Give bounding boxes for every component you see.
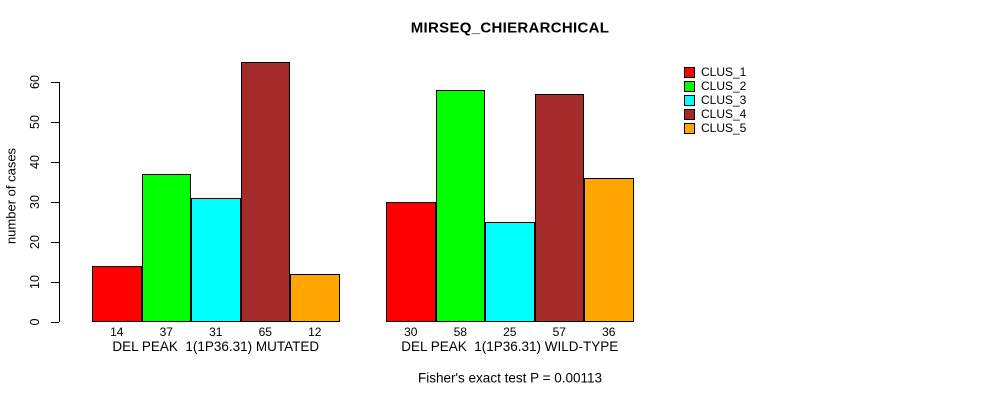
bar-clus_2: [141, 174, 191, 322]
y-axis-tick: [51, 201, 59, 203]
y-axis-tick: [51, 81, 59, 83]
y-tick-label: 0: [28, 318, 42, 326]
bar-value-label: 25: [503, 325, 517, 339]
bar-value-label: 14: [110, 325, 124, 339]
y-axis-tick: [51, 121, 59, 123]
y-axis-tick: [51, 161, 59, 163]
legend-label: CLUS_3: [701, 93, 747, 107]
y-axis-tick: [51, 241, 59, 243]
y-tick-label: 30: [28, 195, 42, 209]
legend-item: CLUS_5: [684, 121, 746, 135]
bar-clus_5: [584, 178, 634, 322]
legend-item: CLUS_4: [684, 107, 746, 121]
legend-color-swatch: [684, 108, 695, 120]
y-axis-tick: [51, 321, 59, 323]
legend: CLUS_1 CLUS_2 CLUS_3 CLUS_4 CLUS_5: [684, 65, 746, 135]
y-axis-tick: [51, 281, 59, 283]
x-axis-group-label: DEL PEAK 1(1P36.31) MUTATED: [112, 339, 320, 354]
fisher-test-note: Fisher's exact test P = 0.00113: [417, 370, 603, 386]
bar-clus_4: [240, 62, 290, 322]
legend-color-swatch: [684, 80, 695, 92]
bar-clus_1: [386, 202, 436, 322]
bar-clus_1: [92, 266, 142, 322]
y-tick-label: 10: [28, 275, 42, 289]
bar-clus_3: [191, 198, 241, 322]
bar-clus_4: [534, 94, 584, 322]
legend-item: CLUS_2: [684, 79, 746, 93]
bar-value-label: 31: [209, 325, 223, 339]
bar-value-label: 30: [404, 325, 418, 339]
y-tick-label: 40: [28, 155, 42, 169]
bar-value-label: 37: [159, 325, 173, 339]
y-tick-label: 60: [28, 75, 42, 89]
chart-title: MIRSEQ_CHIERARCHICAL: [410, 19, 610, 37]
bar-value-label: 65: [258, 325, 272, 339]
legend-color-swatch: [684, 122, 695, 134]
legend-item: CLUS_3: [684, 93, 746, 107]
y-tick-label: 20: [28, 235, 42, 249]
bar-clus_2: [435, 90, 485, 322]
bar-value-label: 12: [308, 325, 322, 339]
legend-label: CLUS_1: [701, 65, 747, 79]
legend-color-swatch: [684, 94, 695, 106]
bar-clus_5: [290, 274, 340, 322]
y-axis-line: [59, 82, 60, 322]
legend-label: CLUS_4: [701, 107, 747, 121]
legend-label: CLUS_5: [701, 121, 747, 135]
legend-color-swatch: [684, 66, 695, 78]
legend-item: CLUS_1: [684, 65, 746, 79]
bar-value-label: 36: [602, 325, 616, 339]
x-axis-group-label: DEL PEAK 1(1P36.31) WILD-TYPE: [401, 339, 619, 354]
y-tick-label: 50: [28, 115, 42, 129]
legend-label: CLUS_2: [701, 79, 747, 93]
bar-clus_3: [485, 222, 535, 322]
bar-value-label: 58: [453, 325, 467, 339]
bar-value-label: 57: [552, 325, 566, 339]
